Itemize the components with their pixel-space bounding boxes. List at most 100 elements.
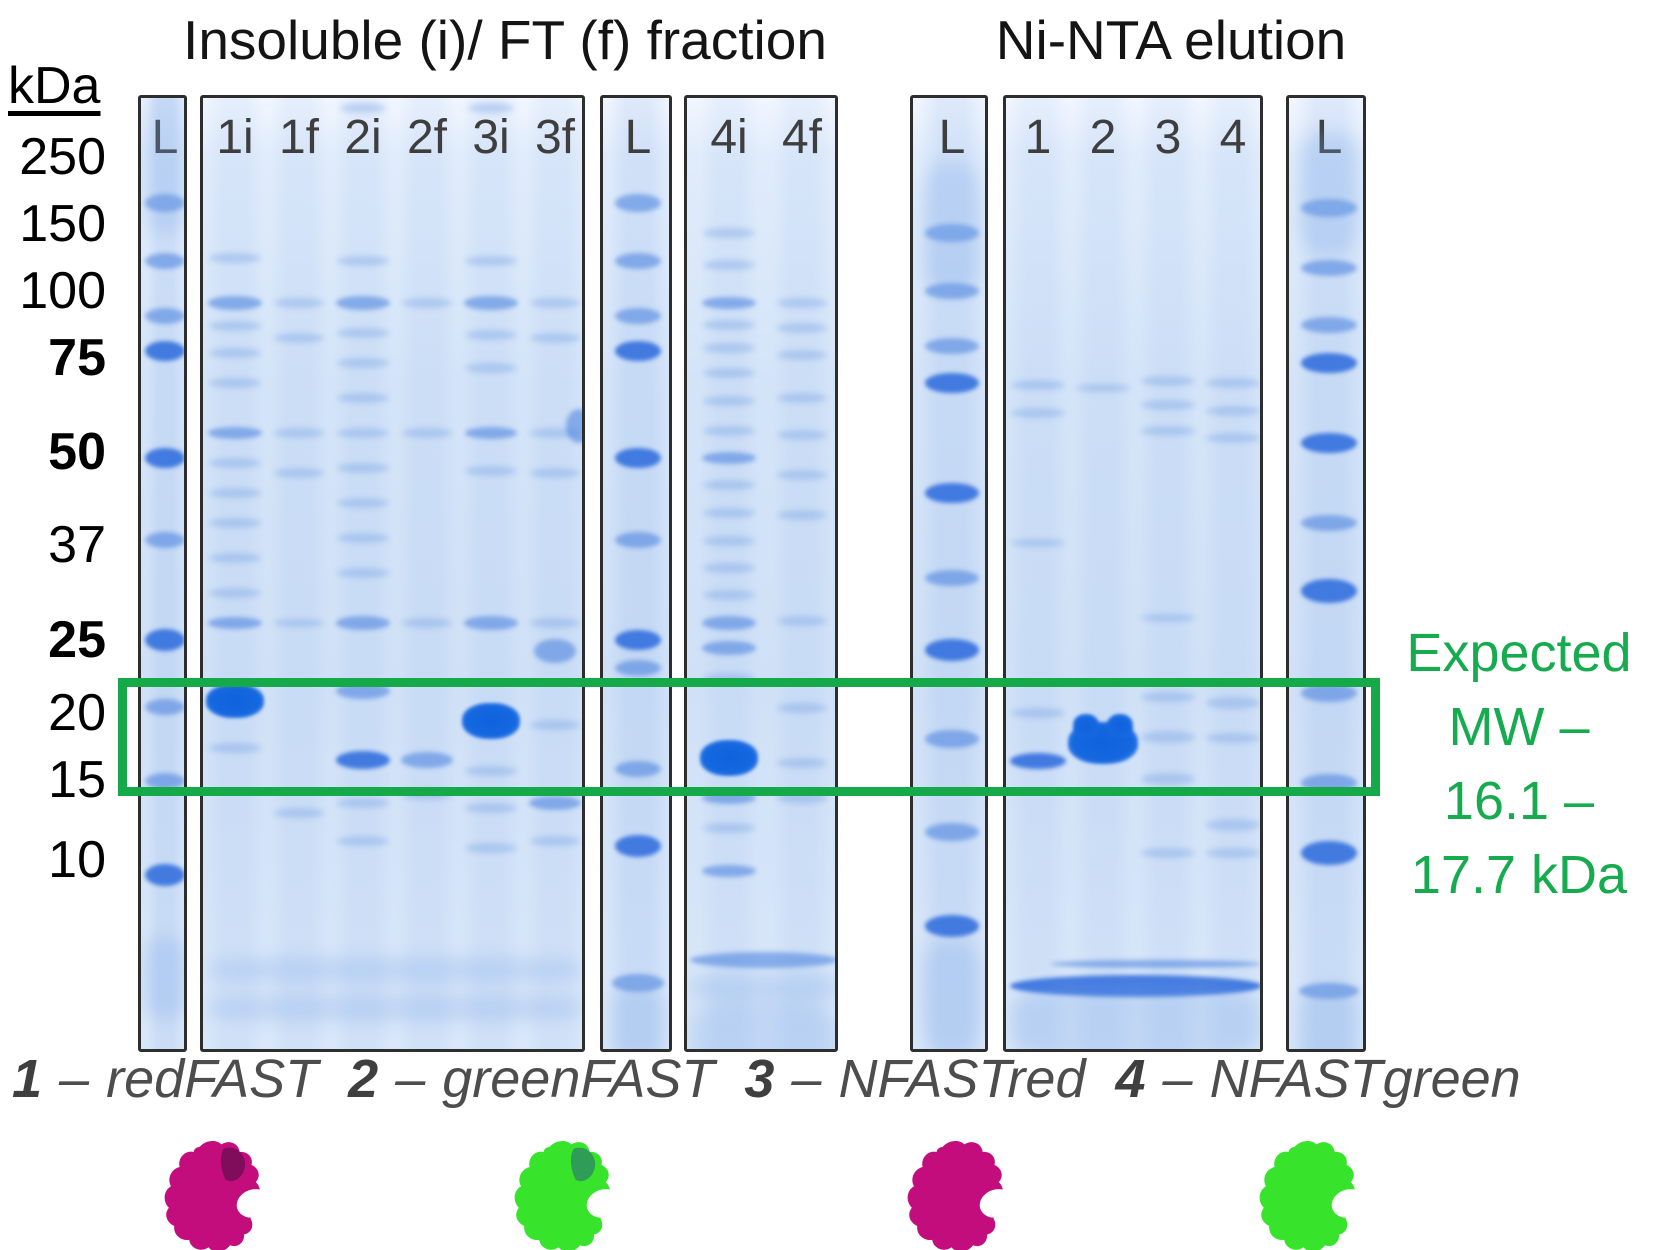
lane-label-2i: 2i [344,111,382,164]
protein-blob-icon-redfast [160,1138,271,1250]
protein-band [274,468,324,478]
protein-band [922,943,982,1049]
protein-band [340,103,386,113]
blob-svg [1259,1141,1366,1250]
protein-band [690,1003,835,1049]
protein-band [1010,975,1260,997]
legend-name: redFAST [106,1049,319,1109]
protein-band [208,617,262,629]
protein-band [1301,353,1357,373]
lane-label-L: L [151,111,179,164]
protein-band [209,348,261,358]
gel-panel-ladder-3: L [910,95,988,1052]
protein-band [145,253,184,269]
gel-lane [398,98,456,1049]
protein-band [615,308,661,324]
lane-label-L: L [938,111,966,164]
protein-band [615,835,661,857]
protein-band [925,283,979,299]
protein-band [703,426,755,436]
gel-lane [700,98,758,1049]
protein-band [690,952,835,968]
protein-band [465,466,517,476]
protein-band [1141,614,1195,622]
protein-band [274,333,324,343]
protein-band [143,98,184,233]
protein-band [465,256,517,266]
protein-band [615,253,661,269]
protein-band [464,296,518,310]
blob-svg [514,1141,621,1250]
gel-panel-samples-4: 4i 4f [684,95,838,1052]
molecular-weight-axis: 250 150 100 75 50 37 25 20 15 10 [0,0,112,1000]
protein-band [1051,960,1260,968]
gel-lane [608,98,668,1049]
protein-band [145,773,184,789]
protein-band [615,194,661,212]
protein-band [1141,848,1195,858]
gel-lane [334,98,392,1049]
protein-band [612,974,664,992]
protein-band [1301,515,1357,531]
protein-band [464,616,518,630]
protein-band [611,988,665,1049]
gel-lane [1074,98,1132,1049]
protein-band [337,358,389,368]
sample-legend: 1 – redFAST 2 – greenFAST 3 – NFASTred 4… [12,1048,1521,1110]
protein-band [703,260,755,270]
protein-band [703,536,755,546]
protein-band [925,338,979,354]
protein-band [615,761,661,777]
legend-number: 4 [1115,1049,1146,1109]
protein-band [145,864,184,886]
protein-band [925,224,979,242]
protein-band [337,568,389,578]
annotation-line: MW – [1448,697,1590,757]
protein-band [530,333,580,343]
protein-band [1206,433,1260,443]
gel-lane [1295,98,1363,1049]
protein-band [465,843,517,853]
lane-label-3i: 3i [472,111,510,164]
protein-band [1298,988,1360,1049]
protein-band [702,452,756,464]
legend-name: NFASTgreen [1209,1049,1521,1109]
protein-band [530,618,580,628]
protein-band [1301,317,1357,333]
gel-lane [1204,98,1260,1049]
protein-band [336,296,390,310]
gel-lane [1139,98,1197,1049]
protein-band [925,373,979,393]
protein-band [1206,848,1260,858]
protein-band [1107,714,1133,738]
protein-band [1073,714,1099,738]
legend-dash: – [395,1049,426,1109]
protein-band [209,588,261,598]
protein-band [1011,539,1065,547]
protein-band [1301,260,1357,276]
protein-band [777,470,827,480]
protein-band [209,553,261,563]
lane-label-1i: 1i [216,111,254,164]
protein-band [337,256,389,266]
protein-band [465,427,517,439]
protein-band [209,958,581,982]
protein-band [1206,697,1260,709]
protein-band [209,518,261,528]
protein-band [529,796,581,810]
protein-band [703,320,755,330]
gel-panel-samples-1-3: 1i 1f 2i 2f 3i 3f [200,95,585,1052]
lane-label-4f: 4f [781,111,823,164]
legend-dash: – [1162,1049,1193,1109]
protein-band [337,533,389,543]
kda-label: 20 [48,684,106,742]
gel-title-insoluble-ft: Insoluble (i)/ FT (f) fraction [183,9,827,71]
protein-band [777,510,827,520]
protein-band [1011,708,1065,718]
gel-lane [146,98,184,1049]
protein-band [143,938,184,1018]
protein-band [615,660,661,676]
protein-band [336,751,390,769]
